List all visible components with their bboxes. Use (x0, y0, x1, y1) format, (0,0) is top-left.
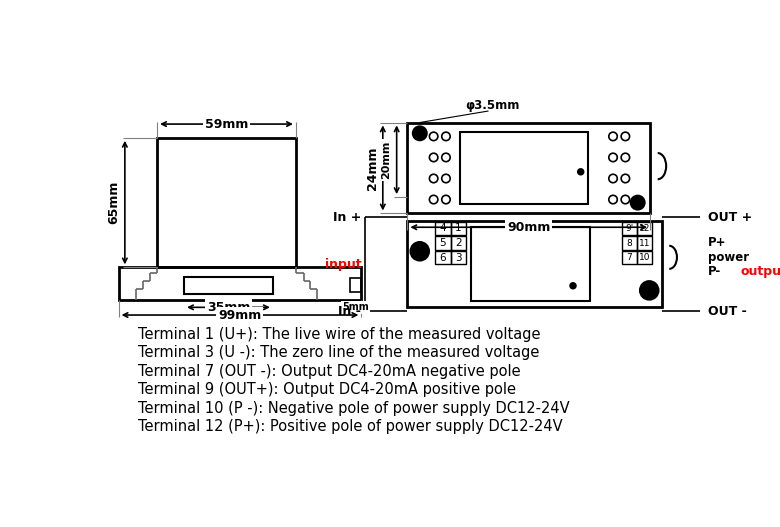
Text: Terminal 3 (U -): The zero line of the measured voltage: Terminal 3 (U -): The zero line of the m… (138, 345, 539, 360)
Circle shape (570, 283, 576, 288)
Bar (470, 227, 590, 301)
Text: 4: 4 (440, 223, 446, 233)
Text: 99mm: 99mm (218, 308, 261, 321)
Text: 10: 10 (639, 253, 651, 262)
Text: φ3.5mm: φ3.5mm (465, 99, 519, 112)
Bar (435, 222, 451, 235)
Circle shape (640, 281, 658, 300)
Text: 20mm: 20mm (381, 141, 391, 179)
Bar (459, 132, 588, 204)
Text: 6: 6 (440, 252, 446, 262)
Text: 59mm: 59mm (205, 118, 248, 131)
Text: 3: 3 (455, 252, 462, 262)
Bar (435, 237, 451, 250)
Text: input: input (324, 258, 361, 271)
Text: Terminal 10 (P -): Negative pole of power supply DC12-24V: Terminal 10 (P -): Negative pole of powe… (138, 401, 569, 416)
Bar (451, 237, 466, 250)
Circle shape (413, 126, 427, 140)
Bar (637, 237, 652, 250)
Bar (184, 277, 273, 294)
Circle shape (631, 196, 644, 210)
Circle shape (410, 242, 429, 260)
Text: Terminal 1 (U+): The live wire of the measured voltage: Terminal 1 (U+): The live wire of the me… (138, 327, 541, 342)
Text: 11: 11 (639, 239, 651, 248)
Text: 8: 8 (626, 239, 632, 248)
Bar (349, 278, 361, 292)
Text: 5: 5 (440, 238, 446, 248)
Bar (435, 251, 451, 264)
Text: In -: In - (339, 305, 361, 318)
Text: 65mm: 65mm (108, 181, 121, 225)
Bar (451, 222, 466, 235)
Bar (622, 237, 637, 250)
Text: Terminal 7 (OUT -): Output DC4-20mA negative pole: Terminal 7 (OUT -): Output DC4-20mA nega… (138, 364, 520, 379)
Bar (622, 251, 637, 264)
Text: power: power (707, 251, 749, 264)
Text: 90mm: 90mm (507, 221, 551, 234)
Text: 24mm: 24mm (366, 146, 378, 190)
Circle shape (578, 169, 583, 174)
Text: 5mm: 5mm (342, 302, 369, 313)
Text: output: output (740, 265, 780, 278)
Text: P-: P- (707, 265, 721, 278)
Text: OUT -: OUT - (707, 305, 746, 318)
Text: 35mm: 35mm (207, 301, 250, 314)
Text: P+: P+ (707, 236, 726, 249)
Bar (158, 138, 296, 267)
Bar (407, 221, 661, 307)
Bar (637, 222, 652, 235)
Bar (119, 267, 361, 300)
Text: OUT +: OUT + (707, 211, 752, 224)
Text: 2: 2 (455, 238, 462, 248)
Text: 7: 7 (626, 253, 632, 262)
Bar (451, 251, 466, 264)
Bar (637, 251, 652, 264)
Text: 1: 1 (455, 223, 462, 233)
Bar (407, 123, 650, 213)
Text: Terminal 9 (OUT+): Output DC4-20mA positive pole: Terminal 9 (OUT+): Output DC4-20mA posit… (138, 382, 516, 397)
Text: 12: 12 (639, 224, 651, 233)
Text: 9': 9' (625, 224, 633, 233)
Text: Terminal 12 (P+): Positive pole of power supply DC12-24V: Terminal 12 (P+): Positive pole of power… (138, 419, 562, 434)
Bar (622, 222, 637, 235)
Text: In +: In + (333, 211, 361, 224)
